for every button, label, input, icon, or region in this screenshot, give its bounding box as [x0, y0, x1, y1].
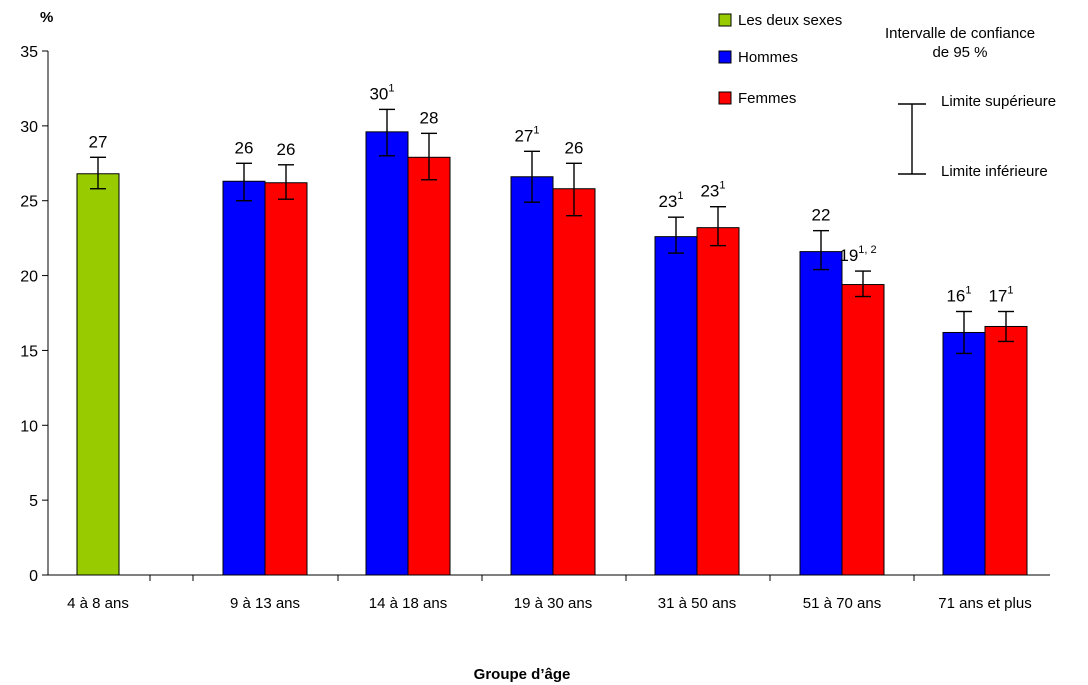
- value-label: 26: [277, 140, 296, 159]
- x-tick-label: 51 à 70 ans: [803, 595, 881, 612]
- bar-femmes: [552, 188, 596, 576]
- value-label-number: 28: [420, 108, 439, 127]
- ci-legend: Intervalle de confiance de 95 % Limite sup…: [885, 25, 1056, 180]
- legend-swatch: [718, 13, 732, 27]
- x-tick-label: 31 à 50 ans: [658, 595, 736, 612]
- y-tick-label: 30: [20, 119, 38, 136]
- value-label: 301: [369, 82, 394, 103]
- value-label-number: 22: [812, 206, 831, 225]
- value-label-number: 27: [89, 132, 108, 151]
- ci-legend-title: Intervalle de confiance: [885, 25, 1035, 42]
- y-tick-label: 10: [20, 418, 38, 435]
- footnote-marker: 1: [533, 124, 539, 136]
- legend-label: Hommes: [738, 49, 798, 66]
- value-label: 26: [565, 138, 584, 157]
- bar-les-deux-sexes: [76, 173, 120, 576]
- y-tick-label: 5: [29, 493, 38, 510]
- value-label: 231: [658, 190, 683, 211]
- value-label-number: 19: [839, 246, 858, 265]
- value-label-number: 23: [700, 182, 719, 201]
- footnote-marker: 1: [719, 180, 725, 192]
- value-label-number: 26: [565, 138, 584, 157]
- y-axis-title: %: [40, 9, 53, 26]
- value-label: 26: [235, 138, 254, 157]
- value-label-number: 23: [658, 192, 677, 211]
- ci-legend-title: de 95 %: [932, 44, 987, 61]
- y-tick-label: 0: [29, 568, 38, 585]
- value-label: 161: [946, 285, 971, 306]
- bar-femmes: [984, 325, 1028, 576]
- y-tick-label: 20: [20, 269, 38, 286]
- bar-femmes: [264, 182, 308, 576]
- x-axis: 4 à 8 ans 9 à 13 ans 14 à 18 ans 19 à 30 an…: [48, 574, 1050, 612]
- x-tick-label: 14 à 18 ans: [369, 595, 447, 612]
- x-tick-label: 9 à 13 ans: [230, 595, 300, 612]
- value-label: 271: [514, 124, 539, 145]
- bar-femmes: [841, 284, 885, 576]
- bar-femmes: [696, 227, 740, 576]
- footnote-marker: 1: [677, 190, 683, 202]
- bars: [76, 131, 1028, 576]
- y-tick-label: 35: [20, 44, 38, 61]
- ci-legend-upper-label: Limite supérieure: [941, 93, 1056, 110]
- value-label: 171: [988, 285, 1013, 306]
- bar-hommes: [365, 131, 409, 576]
- value-label: 27: [89, 132, 108, 151]
- x-tick-label: 71 ans et plus: [938, 595, 1031, 612]
- bar-hommes: [222, 180, 266, 576]
- x-tick-label: 19 à 30 ans: [514, 595, 592, 612]
- footnote-marker: 1: [1007, 285, 1013, 297]
- x-tick-label: 4 à 8 ans: [67, 595, 129, 612]
- ci-legend-lower-label: Limite inférieure: [941, 163, 1048, 180]
- y-tick-label: 15: [20, 343, 38, 360]
- value-label-number: 30: [369, 84, 388, 103]
- y-tick-label: 25: [20, 194, 38, 211]
- y-axis: 0 5 10 15 20 25 30 35: [20, 44, 49, 585]
- footnote-marker: 1, 2: [858, 244, 876, 256]
- bar-hommes: [942, 331, 986, 576]
- bar-hommes: [799, 251, 843, 576]
- bar-hommes: [510, 176, 554, 576]
- legend-swatch: [718, 50, 732, 64]
- legend-label: Les deux sexes: [738, 12, 842, 29]
- value-label: 191, 2: [839, 244, 876, 265]
- value-label: 28: [420, 108, 439, 127]
- legend: Les deux sexes Hommes Femmes: [718, 12, 842, 107]
- value-label-number: 26: [235, 138, 254, 157]
- value-label-number: 17: [988, 287, 1007, 306]
- footnote-marker: 1: [965, 285, 971, 297]
- value-label-number: 16: [946, 287, 965, 306]
- footnote-marker: 1: [388, 82, 394, 94]
- bar-hommes: [654, 236, 698, 576]
- value-label: 231: [700, 180, 725, 201]
- bar-femmes: [407, 156, 451, 576]
- value-label: 22: [812, 206, 831, 225]
- value-label-number: 27: [514, 126, 533, 145]
- legend-swatch: [718, 91, 732, 105]
- error-bars: [90, 108, 1014, 355]
- legend-label: Femmes: [738, 90, 796, 107]
- x-axis-title: Groupe d’âge: [474, 666, 571, 683]
- value-label-number: 26: [277, 140, 296, 159]
